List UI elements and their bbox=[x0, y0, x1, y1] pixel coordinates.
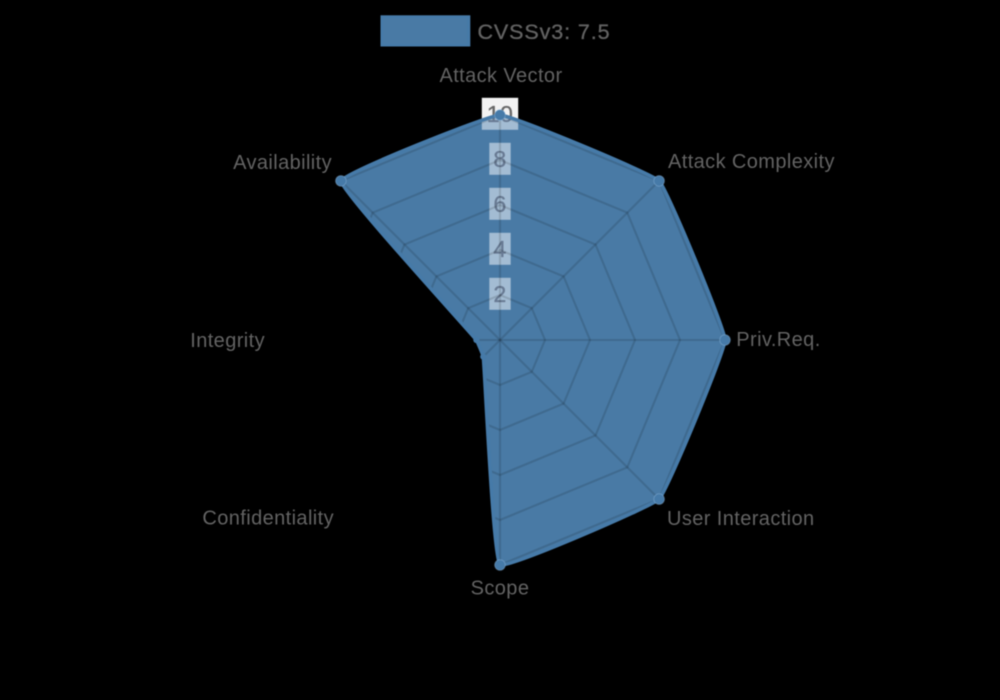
svg-text:Integrity: Integrity bbox=[190, 330, 265, 352]
svg-text:Confidentiality: Confidentiality bbox=[202, 508, 334, 530]
svg-text:Priv.Req.: Priv.Req. bbox=[736, 329, 820, 351]
svg-text:4: 4 bbox=[493, 236, 506, 262]
svg-text:Attack Complexity: Attack Complexity bbox=[668, 151, 835, 173]
svg-text:10: 10 bbox=[487, 101, 513, 127]
svg-text:CVSSv3: 7.5: CVSSv3: 7.5 bbox=[478, 20, 611, 44]
svg-text:8: 8 bbox=[493, 146, 506, 172]
svg-text:2: 2 bbox=[493, 281, 506, 307]
svg-text:Attack Vector: Attack Vector bbox=[439, 65, 562, 87]
svg-text:6: 6 bbox=[493, 191, 506, 217]
svg-text:User Interaction: User Interaction bbox=[667, 508, 815, 530]
svg-text:Availability: Availability bbox=[233, 152, 332, 174]
svg-text:Scope: Scope bbox=[471, 578, 530, 600]
